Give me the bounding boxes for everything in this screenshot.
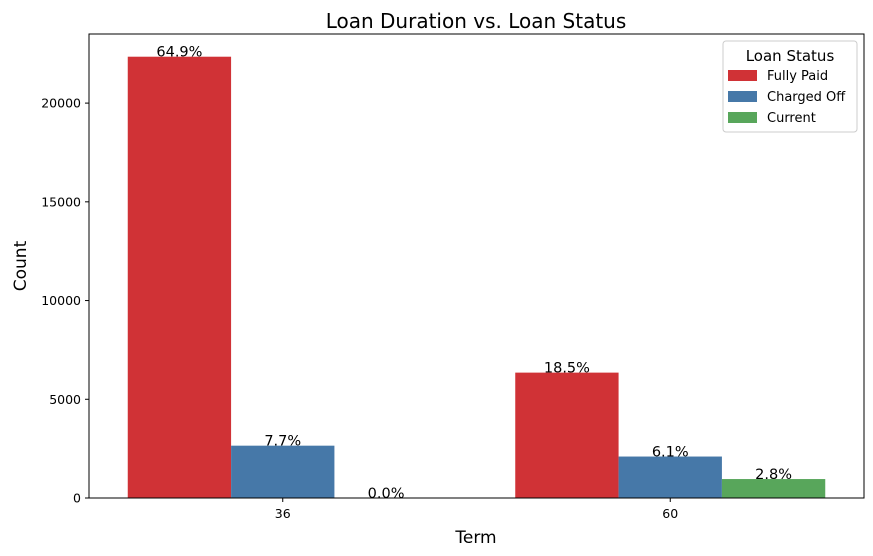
legend-swatch-charged-off <box>728 91 757 102</box>
bar-label-fully-paid-36: 64.9% <box>156 45 202 61</box>
bars-group <box>127 56 826 498</box>
legend-swatch-current <box>728 112 757 123</box>
bar-charged-off-60 <box>618 456 722 498</box>
y-axis: 0 5000 10000 15000 20000 <box>41 96 89 506</box>
y-tick-label: 20000 <box>41 96 81 111</box>
x-axis-label: Term <box>454 528 496 548</box>
y-axis-label: Count <box>11 240 31 291</box>
y-tick-label: 5000 <box>49 392 81 407</box>
y-tick-label: 0 <box>73 491 81 506</box>
legend-title: Loan Status <box>746 47 835 65</box>
bar-label-current-36: 0.0% <box>368 486 405 502</box>
bar-fully-paid-36 <box>127 56 232 498</box>
legend: Loan Status Fully Paid Charged Off Current <box>722 40 858 133</box>
legend-label-fully-paid: Fully Paid <box>767 69 828 84</box>
bar-label-current-60: 2.8% <box>755 467 792 483</box>
bar-fully-paid-60 <box>515 372 619 498</box>
y-tick-label: 15000 <box>41 194 81 209</box>
bar-labels-group: 64.9% 7.7% 0.0% 18.5% 6.1% 2.8% <box>156 45 792 502</box>
legend-label-current: Current <box>767 111 816 126</box>
legend-box <box>722 40 858 133</box>
bar-current-60 <box>721 479 826 498</box>
chart-title: Loan Duration vs. Loan Status <box>326 9 627 33</box>
legend-swatch-fully-paid <box>728 70 757 81</box>
y-tick-label: 10000 <box>41 293 81 308</box>
plot-frame <box>88 33 865 499</box>
bar-label-charged-off-36: 7.7% <box>264 434 301 450</box>
x-axis: 36 60 <box>275 498 678 521</box>
legend-label-charged-off: Charged Off <box>767 90 846 105</box>
bar-charged-off-36 <box>231 445 335 498</box>
bar-label-fully-paid-60: 18.5% <box>544 361 590 377</box>
bar-label-charged-off-60: 6.1% <box>652 445 689 461</box>
legend-items: Fully Paid Charged Off Current <box>728 69 846 126</box>
x-tick-label: 60 <box>662 506 678 521</box>
x-tick-label: 36 <box>275 506 291 521</box>
